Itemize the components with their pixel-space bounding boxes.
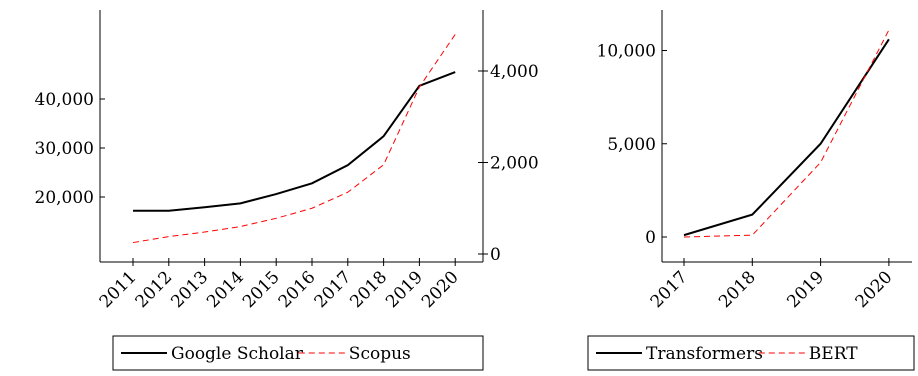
x-axis-tick-label: 2012: [132, 267, 177, 312]
x-axis-tick-label: 2014: [203, 267, 248, 312]
x-axis-tick-label: 2018: [346, 267, 391, 312]
right-axis-tick-label: 4,000: [490, 62, 539, 82]
y-axis-tick-label: 5,000: [607, 135, 656, 155]
x-axis-tick-label: 2020: [852, 267, 897, 312]
x-axis-tick-label: 2015: [239, 267, 284, 312]
x-axis-tick-label: 2011: [96, 267, 141, 312]
x-axis-tick-label: 2016: [275, 267, 320, 312]
x-axis-tick-label: 2017: [647, 267, 692, 312]
legend-label-google-scholar: Google Scholar: [171, 344, 304, 364]
series-line-bert: [684, 30, 889, 237]
x-axis-tick-label: 2020: [418, 267, 463, 312]
y-axis-tick-label: 10,000: [597, 42, 656, 62]
right-axis-tick-label: 0: [490, 245, 501, 265]
x-axis-tick-label: 2013: [167, 267, 212, 312]
series-line-google-scholar: [133, 72, 455, 211]
legend-label-bert: BERT: [809, 344, 858, 364]
legend-label-scopus: Scopus: [349, 344, 411, 364]
x-axis-tick-label: 2019: [783, 267, 828, 312]
chart-citations-models: 0 5,000 10,000 2017 2018 2019 2020 Transformers…: [588, 10, 914, 370]
y-axis-tick-label: 0: [645, 228, 656, 248]
x-axis-tick-label: 2018: [715, 267, 760, 312]
series-line-transformers: [684, 39, 889, 235]
x-axis-tick-label: 2019: [382, 267, 427, 312]
left-axis-tick-label: 40,000: [35, 90, 94, 110]
left-axis-tick-label: 30,000: [35, 139, 94, 159]
legend-label-transformers: Transformers: [646, 344, 763, 364]
chart-citations-frameworks: 20,00030,00040,00002,0004,00020112012201…: [35, 10, 539, 370]
series-line-scopus: [133, 34, 455, 242]
left-axis-tick-label: 20,000: [35, 188, 94, 208]
x-axis-tick-label: 2017: [311, 267, 356, 312]
right-axis-tick-label: 2,000: [490, 154, 539, 174]
